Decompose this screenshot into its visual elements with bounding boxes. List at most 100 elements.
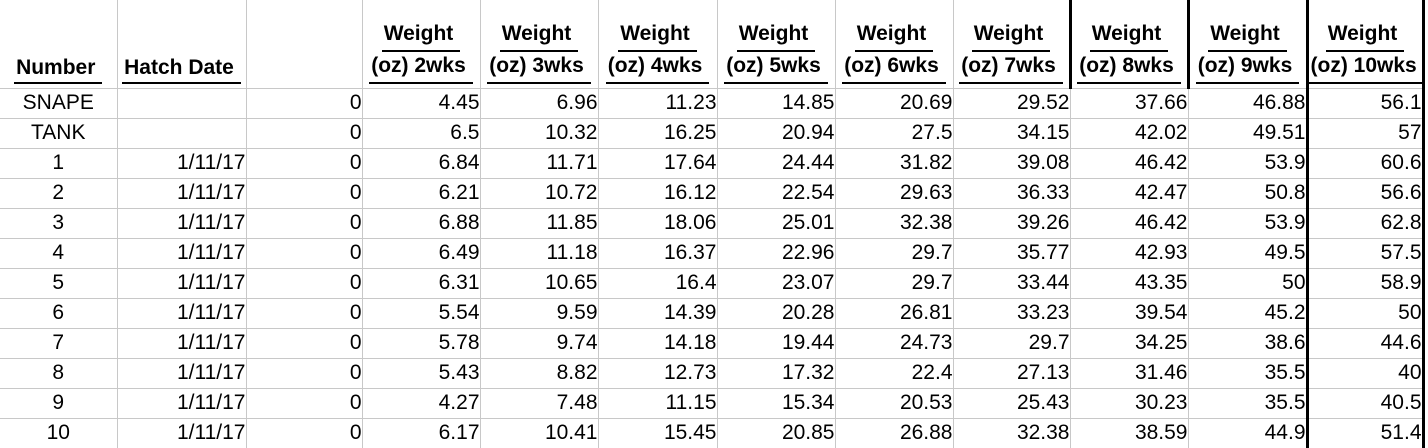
cell-day0[interactable]: 0: [245, 297, 363, 329]
cell-weight-10wks[interactable]: 60.6: [1305, 147, 1424, 179]
cell-weight-4wks[interactable]: 12.73: [597, 357, 718, 389]
cell-weight-2wks[interactable]: 6.31: [361, 267, 481, 299]
cell-weight-2wks[interactable]: 6.49: [361, 237, 481, 269]
cell-weight-7wks[interactable]: 29.7: [952, 327, 1071, 359]
cell-weight-5wks[interactable]: 22.54: [716, 177, 836, 209]
cell-weight-2wks[interactable]: 6.21: [361, 177, 481, 209]
cell-weight-7wks[interactable]: 35.77: [952, 237, 1071, 269]
cell-weight-7wks[interactable]: 33.44: [952, 267, 1071, 299]
cell-hatch-date[interactable]: 1/11/17: [116, 237, 247, 269]
cell-weight-8wks[interactable]: 38.59: [1069, 417, 1189, 448]
cell-weight-8wks[interactable]: 46.42: [1069, 147, 1189, 179]
col-header-number[interactable]: Number: [0, 0, 118, 89]
cell-number[interactable]: 6: [0, 297, 118, 329]
cell-weight-8wks[interactable]: 42.47: [1069, 177, 1189, 209]
cell-weight-2wks[interactable]: 5.78: [361, 327, 481, 359]
cell-weight-7wks[interactable]: 39.26: [952, 207, 1071, 239]
cell-weight-2wks[interactable]: 5.54: [361, 297, 481, 329]
cell-weight-4wks[interactable]: 17.64: [597, 147, 718, 179]
cell-weight-5wks[interactable]: 14.85: [716, 87, 836, 119]
cell-filler[interactable]: [1421, 178, 1428, 208]
cell-weight-6wks[interactable]: 26.81: [834, 297, 954, 329]
cell-weight-4wks[interactable]: 16.37: [597, 237, 718, 269]
cell-filler[interactable]: [1421, 118, 1428, 148]
cell-weight-6wks[interactable]: 29.63: [834, 177, 954, 209]
cell-filler[interactable]: [1421, 148, 1428, 178]
col-header-weight-9wks[interactable]: Weight (oz) 9wks: [1186, 0, 1308, 89]
cell-weight-5wks[interactable]: 15.34: [716, 387, 836, 419]
cell-weight-9wks[interactable]: 46.88: [1187, 87, 1308, 119]
cell-weight-9wks[interactable]: 53.9: [1187, 147, 1308, 179]
cell-weight-3wks[interactable]: 10.65: [479, 267, 599, 299]
cell-weight-9wks[interactable]: 35.5: [1187, 387, 1308, 419]
cell-filler[interactable]: [1421, 268, 1428, 298]
cell-day0[interactable]: 0: [245, 237, 363, 269]
col-header-weight-7wks[interactable]: Weight (oz) 7wks: [952, 0, 1071, 89]
cell-day0[interactable]: 0: [245, 207, 363, 239]
col-header-weight-3wks[interactable]: Weight (oz) 3wks: [479, 0, 599, 89]
cell-weight-2wks[interactable]: 6.17: [361, 417, 481, 448]
cell-weight-4wks[interactable]: 11.15: [597, 387, 718, 419]
cell-weight-2wks[interactable]: 6.84: [361, 147, 481, 179]
cell-weight-5wks[interactable]: 24.44: [716, 147, 836, 179]
col-header-weight-6wks[interactable]: Weight (oz) 6wks: [834, 0, 954, 89]
cell-weight-5wks[interactable]: 23.07: [716, 267, 836, 299]
cell-weight-4wks[interactable]: 18.06: [597, 207, 718, 239]
cell-weight-9wks[interactable]: 49.51: [1187, 117, 1308, 149]
cell-weight-8wks[interactable]: 46.42: [1069, 207, 1189, 239]
cell-weight-3wks[interactable]: 9.74: [479, 327, 599, 359]
cell-day0[interactable]: 0: [245, 87, 363, 119]
cell-weight-10wks[interactable]: 44.6: [1305, 327, 1424, 359]
cell-weight-10wks[interactable]: 57: [1305, 117, 1424, 149]
cell-day0[interactable]: 0: [245, 177, 363, 209]
cell-weight-6wks[interactable]: 29.7: [834, 237, 954, 269]
cell-filler[interactable]: [1421, 388, 1428, 418]
cell-weight-6wks[interactable]: 31.82: [834, 147, 954, 179]
col-header-weight-2wks[interactable]: Weight (oz) 2wks: [361, 0, 481, 89]
cell-weight-5wks[interactable]: 20.28: [716, 297, 836, 329]
cell-weight-9wks[interactable]: 44.9: [1187, 417, 1308, 448]
cell-number[interactable]: 7: [0, 327, 118, 359]
cell-number[interactable]: 2: [0, 177, 118, 209]
cell-weight-10wks[interactable]: 62.8: [1305, 207, 1424, 239]
cell-hatch-date[interactable]: [116, 117, 247, 149]
cell-weight-3wks[interactable]: 11.18: [479, 237, 599, 269]
cell-weight-3wks[interactable]: 7.48: [479, 387, 599, 419]
cell-weight-3wks[interactable]: 11.71: [479, 147, 599, 179]
cell-day0[interactable]: 0: [245, 147, 363, 179]
cell-number[interactable]: 1: [0, 147, 118, 179]
cell-weight-10wks[interactable]: 56.1: [1305, 87, 1424, 119]
cell-weight-5wks[interactable]: 17.32: [716, 357, 836, 389]
cell-weight-10wks[interactable]: 56.6: [1305, 177, 1424, 209]
cell-weight-9wks[interactable]: 35.5: [1187, 357, 1308, 389]
cell-weight-5wks[interactable]: 22.96: [716, 237, 836, 269]
cell-weight-4wks[interactable]: 16.25: [597, 117, 718, 149]
cell-weight-10wks[interactable]: 40.5: [1305, 387, 1424, 419]
cell-hatch-date[interactable]: 1/11/17: [116, 327, 247, 359]
cell-weight-3wks[interactable]: 10.72: [479, 177, 599, 209]
col-header-hatch-date[interactable]: Hatch Date: [116, 0, 247, 89]
cell-hatch-date[interactable]: 1/11/17: [116, 387, 247, 419]
cell-weight-10wks[interactable]: 57.5: [1305, 237, 1424, 269]
cell-weight-9wks[interactable]: 50.8: [1187, 177, 1308, 209]
cell-weight-3wks[interactable]: 10.32: [479, 117, 599, 149]
cell-filler[interactable]: [1421, 88, 1428, 118]
cell-weight-8wks[interactable]: 42.93: [1069, 237, 1189, 269]
cell-weight-9wks[interactable]: 49.5: [1187, 237, 1308, 269]
cell-weight-2wks[interactable]: 5.43: [361, 357, 481, 389]
cell-number[interactable]: 10: [0, 417, 118, 448]
cell-weight-2wks[interactable]: 6.88: [361, 207, 481, 239]
col-header-weight-5wks[interactable]: Weight (oz) 5wks: [716, 0, 836, 89]
cell-hatch-date[interactable]: 1/11/17: [116, 147, 247, 179]
cell-weight-3wks[interactable]: 10.41: [479, 417, 599, 448]
cell-weight-4wks[interactable]: 11.23: [597, 87, 718, 119]
cell-filler[interactable]: [1421, 298, 1428, 328]
cell-weight-4wks[interactable]: 16.4: [597, 267, 718, 299]
cell-weight-6wks[interactable]: 29.7: [834, 267, 954, 299]
cell-weight-8wks[interactable]: 34.25: [1069, 327, 1189, 359]
cell-weight-10wks[interactable]: 50: [1305, 297, 1424, 329]
cell-number[interactable]: 8: [0, 357, 118, 389]
cell-weight-2wks[interactable]: 6.5: [361, 117, 481, 149]
cell-weight-6wks[interactable]: 20.53: [834, 387, 954, 419]
cell-day0[interactable]: 0: [245, 267, 363, 299]
